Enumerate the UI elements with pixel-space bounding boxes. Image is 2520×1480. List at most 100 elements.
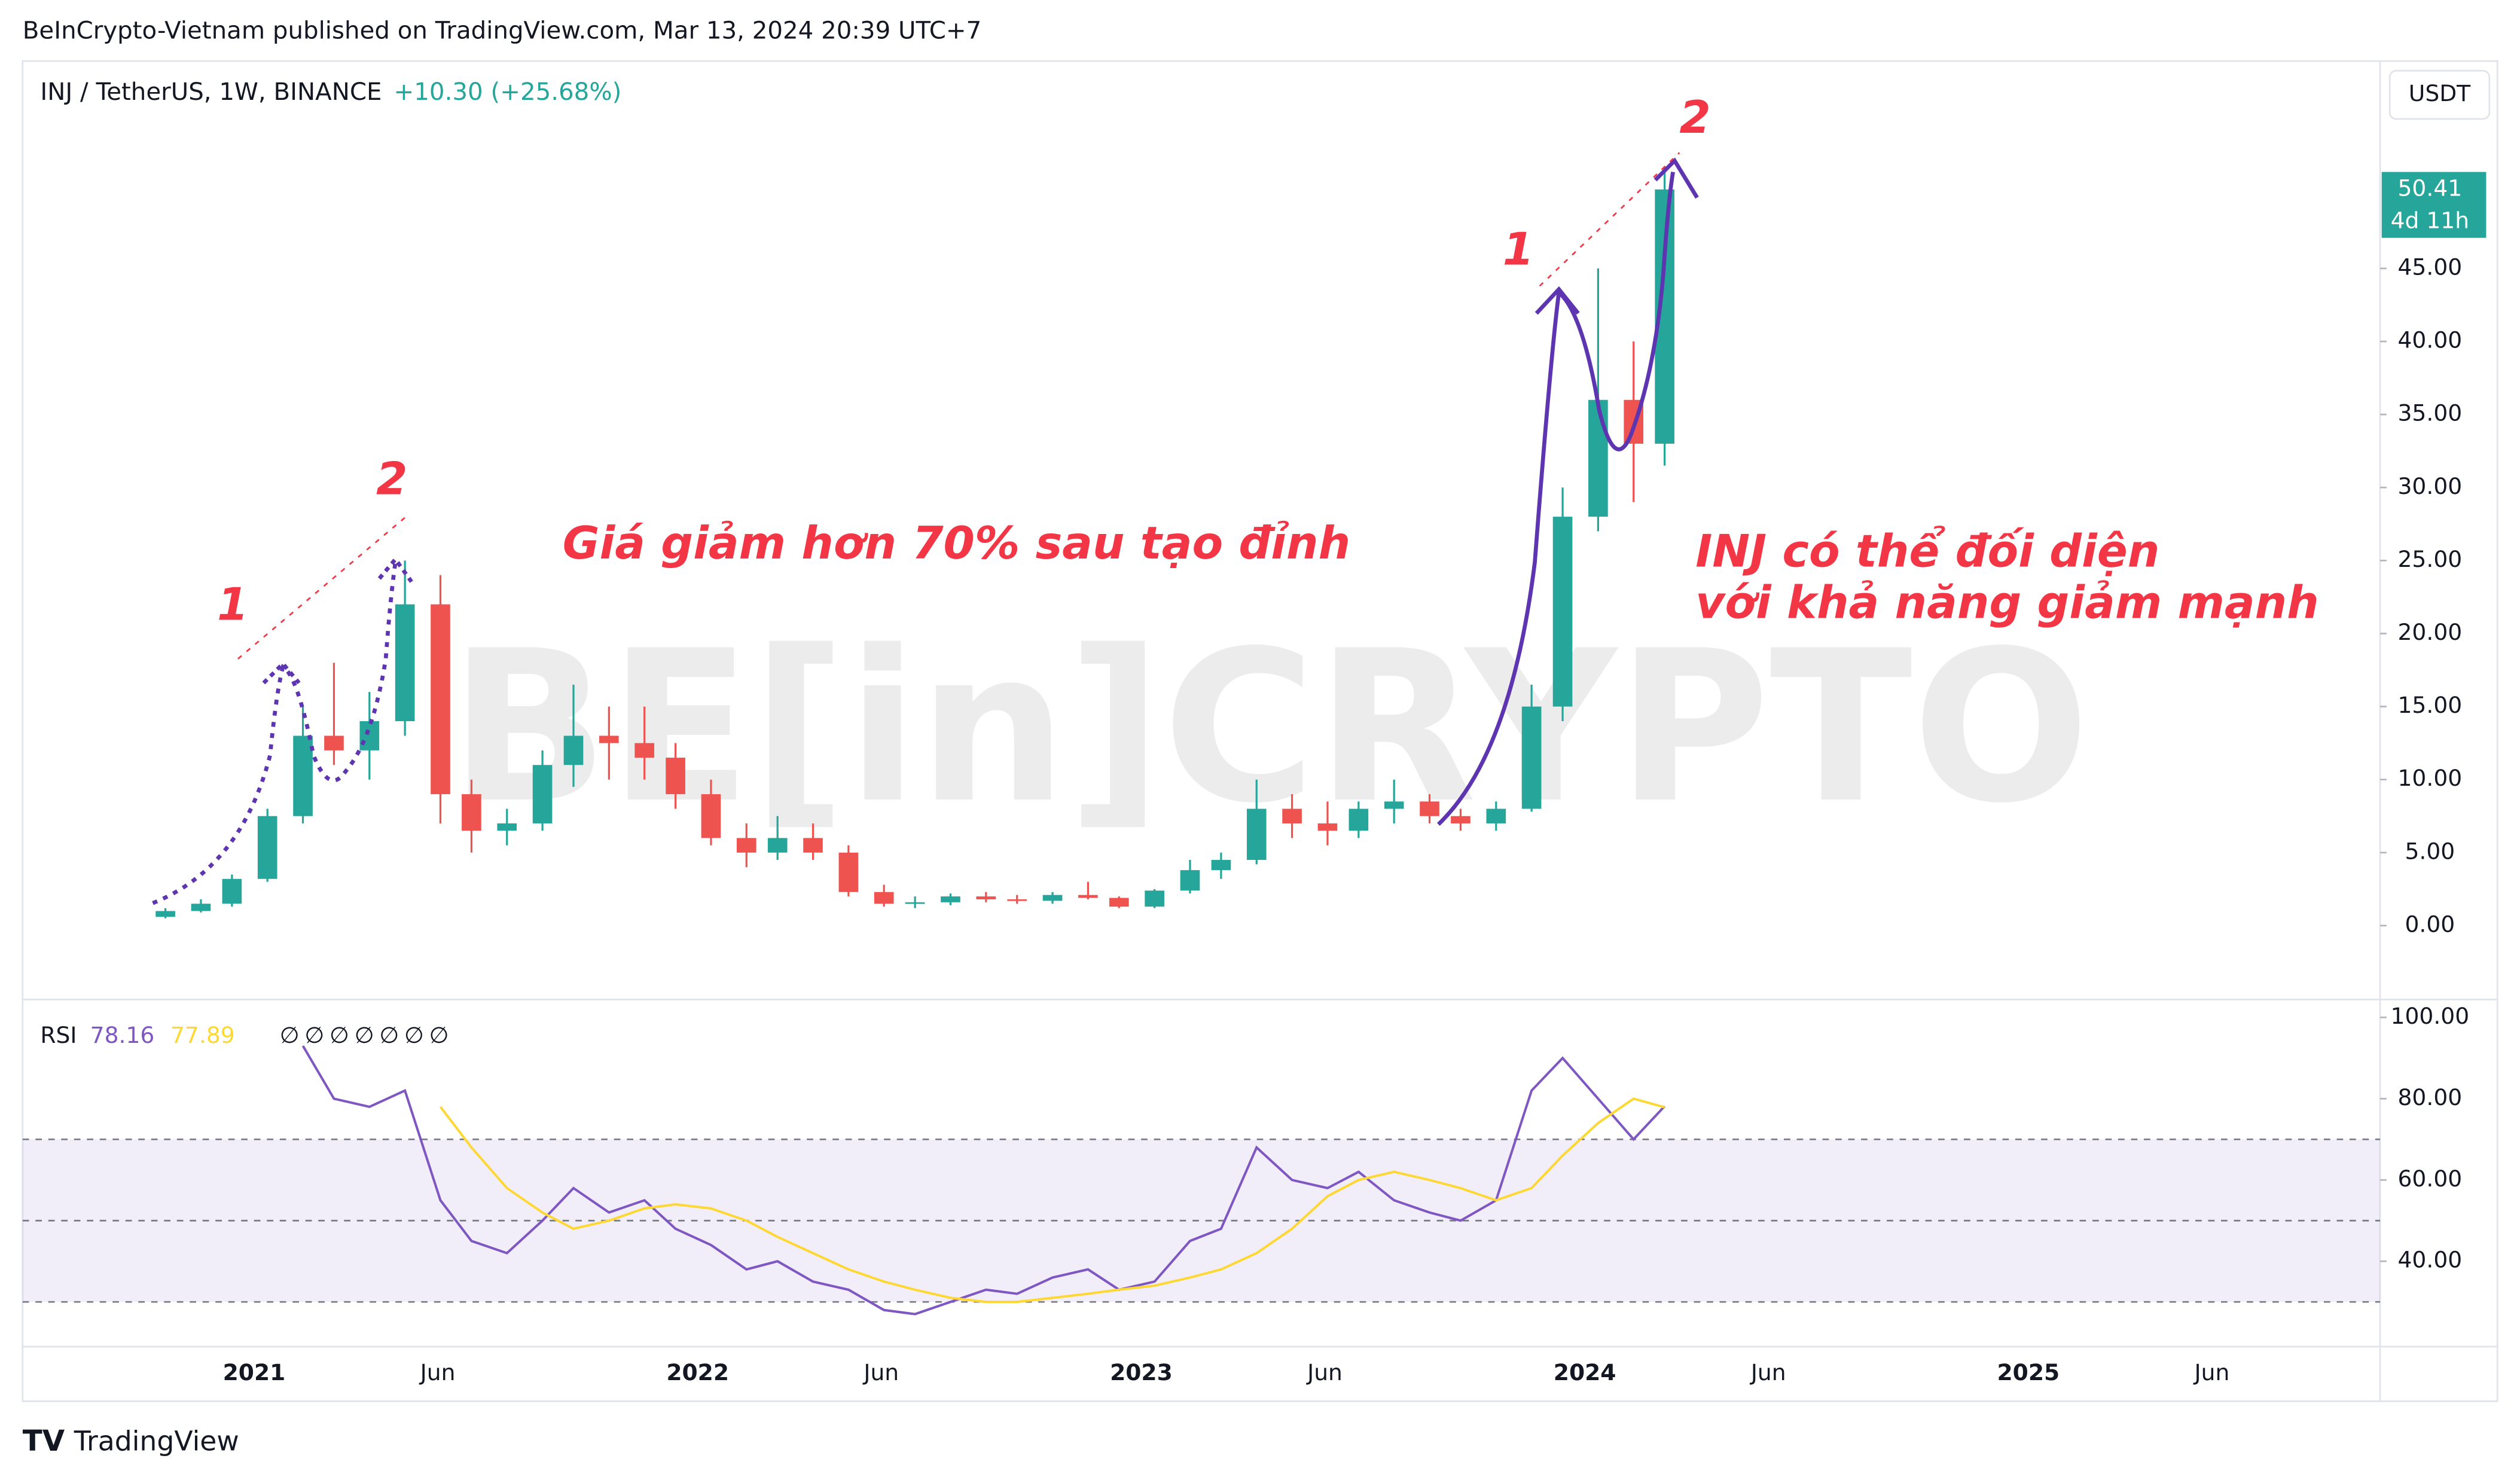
candle-body bbox=[1078, 895, 1098, 898]
candle-body bbox=[155, 911, 175, 917]
x-tick-label: 2025 bbox=[1997, 1359, 2060, 1386]
y-tick-label: 45.00 bbox=[2398, 254, 2463, 280]
y-tick-label: 35.00 bbox=[2398, 400, 2463, 426]
symbol-label: INJ / TetherUS, 1W, BINANCE bbox=[40, 78, 382, 106]
candle-body bbox=[905, 902, 925, 904]
watermark: BE[in]CRYPTO bbox=[450, 606, 2090, 849]
y-tick-label: 60.00 bbox=[2398, 1165, 2463, 1192]
currency-button[interactable] bbox=[2388, 69, 2491, 120]
candle-body bbox=[222, 878, 242, 904]
candle-body bbox=[1246, 808, 1267, 860]
y-tick-label: 40.00 bbox=[2398, 327, 2463, 353]
y-tick-label: 5.00 bbox=[2405, 838, 2455, 864]
candle-body bbox=[941, 896, 960, 902]
chart-frame bbox=[22, 60, 2498, 1402]
rsi-pane bbox=[22, 1045, 2381, 1316]
x-tick-label: 2024 bbox=[1554, 1359, 1616, 1386]
candle-body bbox=[191, 904, 211, 911]
rsi-value: 78.16 bbox=[90, 1022, 155, 1048]
candle-body bbox=[701, 794, 721, 838]
x-tick-label: 2022 bbox=[666, 1359, 729, 1386]
legend-symbol: ∅ bbox=[280, 1022, 300, 1048]
candle-body bbox=[874, 892, 894, 904]
countdown: 4d 11h bbox=[2391, 207, 2469, 233]
candle-body bbox=[666, 758, 685, 795]
footer-brand: TradingView bbox=[74, 1426, 239, 1457]
logo-mark: TV bbox=[23, 1424, 65, 1458]
candle-body bbox=[1007, 899, 1027, 901]
candle-body bbox=[1451, 816, 1470, 823]
y-tick-label: 40.00 bbox=[2398, 1247, 2463, 1273]
candle-body bbox=[634, 743, 654, 758]
candle-body bbox=[1384, 801, 1404, 809]
candle-body bbox=[462, 794, 481, 831]
x-tick-label: Jun bbox=[862, 1359, 899, 1386]
candle-body bbox=[395, 604, 415, 722]
candle-body bbox=[736, 838, 756, 853]
candle-body bbox=[1349, 808, 1369, 831]
solid-arrows bbox=[1534, 157, 1699, 315]
currency-label[interactable]: USDT bbox=[2409, 80, 2471, 106]
rsi-title: RSI bbox=[40, 1022, 77, 1048]
x-tick-label: Jun bbox=[1306, 1359, 1343, 1386]
rsi-ma-value: 77.89 bbox=[170, 1022, 235, 1048]
candle-body bbox=[1486, 808, 1506, 823]
candle-body bbox=[1420, 801, 1439, 816]
rsi-line bbox=[439, 1097, 1665, 1304]
y-tick-label: 10.00 bbox=[2398, 765, 2463, 791]
x-tick-label: 2021 bbox=[223, 1359, 286, 1386]
annotation: với khả năng giảm mạnh bbox=[1695, 576, 2318, 629]
x-tick-label: Jun bbox=[1750, 1359, 1786, 1386]
candle-body bbox=[497, 823, 517, 831]
candle-body bbox=[1109, 898, 1129, 907]
rsi-line bbox=[301, 1045, 1666, 1316]
candle-body bbox=[1211, 860, 1231, 871]
candle-body bbox=[976, 896, 996, 899]
wave-label: 2 bbox=[376, 453, 407, 505]
annotation: INJ có thể đối diện bbox=[1695, 525, 2159, 578]
legend-symbol: ∅ bbox=[379, 1022, 399, 1048]
legend-symbol: ∅ bbox=[429, 1022, 449, 1048]
annotation: Giá giảm hơn 70% sau tạo đỉnh bbox=[563, 517, 1350, 569]
legend-symbol: ∅ bbox=[304, 1022, 324, 1048]
change-label: +10.30 (+25.68%) bbox=[394, 78, 622, 106]
candle-body bbox=[1042, 895, 1063, 901]
candle-body bbox=[359, 721, 380, 750]
candle-body bbox=[293, 736, 313, 816]
solid-pattern bbox=[1436, 171, 1675, 826]
dotted-pattern bbox=[152, 562, 398, 905]
candle-body bbox=[1588, 399, 1608, 517]
candle-body bbox=[257, 816, 277, 879]
wave-label: 1 bbox=[1503, 222, 1534, 275]
x-tick-label: Jun bbox=[419, 1359, 456, 1386]
y-tick-label: 20.00 bbox=[2398, 619, 2463, 645]
candle-body bbox=[1180, 870, 1200, 891]
wave-label: 1 bbox=[217, 578, 248, 630]
candle-body bbox=[431, 604, 450, 795]
y-tick-label: 0.00 bbox=[2405, 911, 2455, 937]
candle-body bbox=[767, 838, 788, 853]
candle-body bbox=[563, 736, 584, 765]
legend-symbol: ∅ bbox=[355, 1022, 374, 1048]
candle-body bbox=[838, 852, 859, 892]
publish-header: BeInCrypto-Vietnam published on TradingV… bbox=[23, 17, 982, 45]
y-tick-label: 100.00 bbox=[2391, 1003, 2470, 1029]
candle-body bbox=[1552, 517, 1573, 707]
x-tick-label: Jun bbox=[2193, 1359, 2230, 1386]
trend-line bbox=[237, 517, 406, 660]
rsi-band-fill bbox=[22, 1139, 2381, 1302]
candle-body bbox=[1521, 706, 1542, 809]
wave-label: 2 bbox=[1679, 91, 1710, 144]
trend-line bbox=[1539, 152, 1680, 287]
price-tag bbox=[2381, 172, 2487, 238]
legend-symbol: ∅ bbox=[404, 1022, 424, 1048]
candle-body bbox=[324, 736, 344, 750]
candle-body bbox=[803, 838, 823, 853]
legend-symbol: ∅ bbox=[330, 1022, 349, 1048]
candles bbox=[155, 166, 1674, 918]
y-tick-label: 25.00 bbox=[2398, 546, 2463, 572]
candle-body bbox=[1145, 890, 1164, 907]
rsi-extras: ∅ ∅ ∅ ∅ ∅ ∅ ∅ bbox=[280, 1022, 449, 1048]
